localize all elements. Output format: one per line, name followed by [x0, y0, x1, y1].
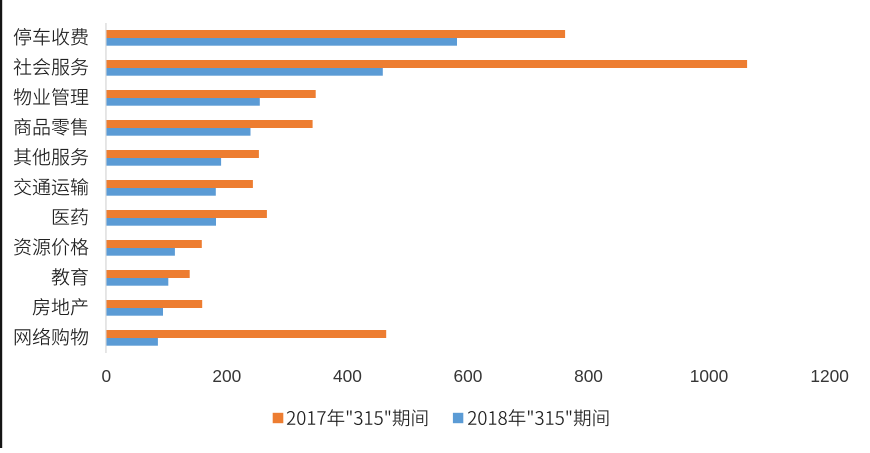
svg-text:400: 400: [333, 366, 362, 386]
svg-text:200: 200: [212, 366, 241, 386]
svg-text:1000: 1000: [690, 366, 728, 386]
svg-text:600: 600: [453, 366, 482, 386]
svg-text:800: 800: [574, 366, 603, 386]
svg-text:1200: 1200: [810, 366, 848, 386]
svg-text:0: 0: [101, 366, 111, 386]
